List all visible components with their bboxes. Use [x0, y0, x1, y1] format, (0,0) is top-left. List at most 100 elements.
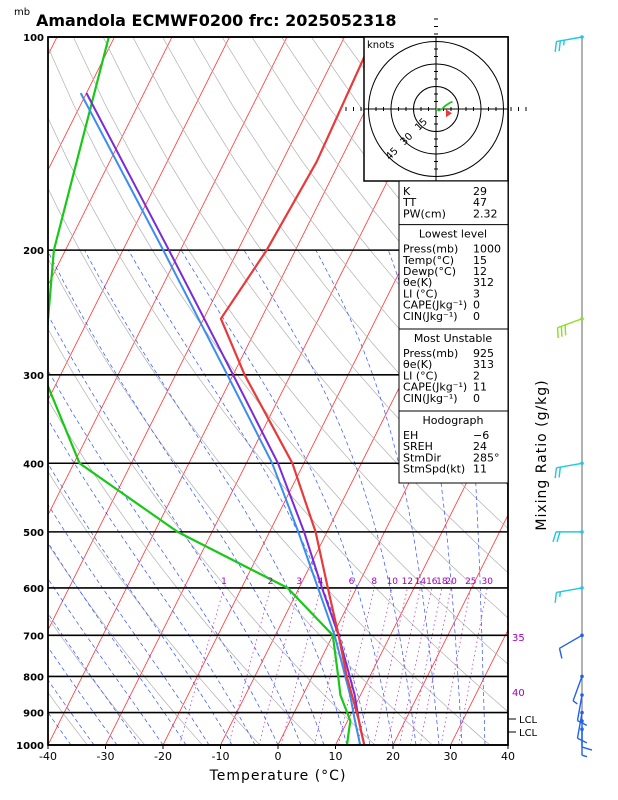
moist-adiabat-line: [48, 744, 49, 745]
most-unstable-label: LI (°C): [403, 369, 438, 382]
lowest-level-value: 312: [473, 276, 494, 289]
mixing-ratio-label: 8: [371, 577, 377, 587]
wind-barb: [580, 727, 588, 758]
pressure-tick-label: 900: [23, 709, 44, 720]
pressure-tick-label: 700: [23, 631, 44, 642]
most-unstable-value: 2: [473, 369, 480, 382]
mixing-ratio-line: [410, 587, 443, 745]
isotherm-line: [48, 37, 288, 516]
hodograph-index-value: 24: [473, 440, 487, 453]
most-unstable-label: CIN(Jkg⁻¹): [403, 392, 458, 405]
moist-adiabat-line: [84, 249, 348, 745]
hodograph-units-label: knots: [367, 40, 394, 51]
temperature-tick-label: 30: [444, 750, 458, 763]
isotherm-line: [566, 37, 618, 745]
isotherm-line: [392, 514, 508, 745]
pressure-tick-label: 800: [23, 672, 44, 683]
wind-barbs: [552, 35, 593, 758]
temperature-tick-label: -20: [154, 750, 172, 763]
mixing-ratio-line: [179, 587, 225, 745]
lowest-level-value: 0: [473, 299, 480, 312]
lowest-level-value: 1000: [473, 243, 501, 256]
storm-motion-arrow: [445, 109, 452, 118]
mixing-ratio-label: 20: [445, 577, 457, 587]
background-lines: [48, 37, 618, 745]
hodograph-index-value: 285°: [473, 451, 500, 464]
mixing-ratio-label: 16: [426, 577, 438, 587]
x-axis-label: Temperature (°C): [209, 768, 347, 784]
dry-adiabat-line: [48, 470, 261, 745]
lowest-level-label: Temp(°C): [402, 254, 454, 267]
pressure-tick-label: 500: [23, 528, 44, 539]
temperature-tick-label: -30: [97, 750, 115, 763]
temperature-tick-label: 0: [275, 750, 282, 763]
moist-adiabat-line: [48, 612, 141, 745]
mixing-ratio-line: [440, 587, 472, 745]
most-unstable-value: 0: [473, 392, 480, 405]
hodograph-index-label: StmSpd(kt): [403, 463, 465, 476]
dewpoint-profile: [48, 37, 352, 745]
pressure-tick-label: 300: [23, 371, 44, 382]
hodograph-index-value: −6: [473, 429, 489, 442]
index-label: K: [403, 185, 411, 198]
isotherm-line: [48, 37, 403, 745]
most-unstable-label: θe(K): [403, 358, 432, 371]
isotherm-line: [48, 37, 230, 401]
lowest-level-label: CIN(Jkg⁻¹): [403, 310, 458, 323]
wind-barb: [554, 461, 584, 479]
hodograph-index-label: StmDir: [403, 451, 442, 464]
pressure-tick-label: 100: [23, 33, 44, 44]
index-value: 47: [473, 196, 487, 209]
most-unstable-value: 11: [473, 381, 487, 394]
isotherm-line: [220, 169, 508, 745]
temperature-tick-label: 40: [501, 750, 515, 763]
lcl-label-2: LCL: [519, 728, 538, 739]
mixing-ratio-line: [228, 587, 271, 745]
temperature-tick-label: 10: [329, 750, 343, 763]
moist-adiabat-line: [48, 646, 118, 745]
lowest-level-value: 12: [473, 265, 487, 278]
lowest-level-label: θe(K): [403, 276, 432, 289]
moist-adiabat-line: [48, 369, 279, 745]
wind-barb: [554, 35, 584, 52]
moist-adiabat-line: [315, 249, 440, 745]
indices-section-title: Lowest level: [419, 228, 487, 241]
indices-section-title: Hodograph: [423, 414, 484, 427]
mixing-ratio-label: 14: [415, 577, 427, 587]
moist-adiabat-line: [243, 249, 417, 745]
mixing-ratio-label: 6: [349, 577, 355, 587]
moist-adiabat-line: [48, 679, 95, 745]
mixing-ratio-label: 2: [268, 577, 274, 587]
hodograph-index-value: 11: [473, 463, 487, 476]
wind-barb: [558, 633, 584, 659]
hodograph-index-label: SREH: [403, 440, 433, 453]
lowest-level-value: 0: [473, 310, 480, 323]
index-value: 2.32: [473, 207, 498, 220]
mixing-ratio-label: 3: [296, 577, 302, 587]
hodograph-index-label: EH: [403, 429, 418, 442]
wind-barb: [556, 316, 584, 339]
lowest-level-label: LI (°C): [403, 287, 438, 300]
chart-title: Amandola ECMWF0200 frc: 2025052318: [36, 11, 396, 30]
moist-adiabat-line: [48, 578, 164, 745]
lowest-level-label: Dewp(°C): [403, 265, 456, 278]
temperature-tick-label: -40: [39, 750, 57, 763]
mixing-ratio-label: 10: [387, 577, 399, 587]
isotherm-line: [48, 37, 345, 631]
lowest-level-value: 3: [473, 287, 480, 300]
wind-barb: [554, 586, 584, 603]
virtual-temperature-profile: [79, 92, 362, 745]
temperature-tick-labels: -40 -30 -20 -10 0 10 20 30 40: [39, 745, 515, 763]
isotherm-line: [335, 399, 508, 745]
dry-adiabat-line: [48, 187, 491, 745]
moist-adiabat-line: [48, 250, 325, 745]
adiabat-label-40: 40: [512, 688, 525, 699]
lowest-level-value: 15: [473, 254, 487, 267]
dry-adiabat-line: [48, 543, 203, 745]
lowest-level-label: Press(mb): [403, 243, 458, 256]
mixing-ratio-line: [419, 587, 452, 745]
pressure-tick-labels: 100 200 300 400 500 600 700 800 900 1000: [16, 33, 44, 752]
temperature-tick-label: 20: [386, 750, 400, 763]
